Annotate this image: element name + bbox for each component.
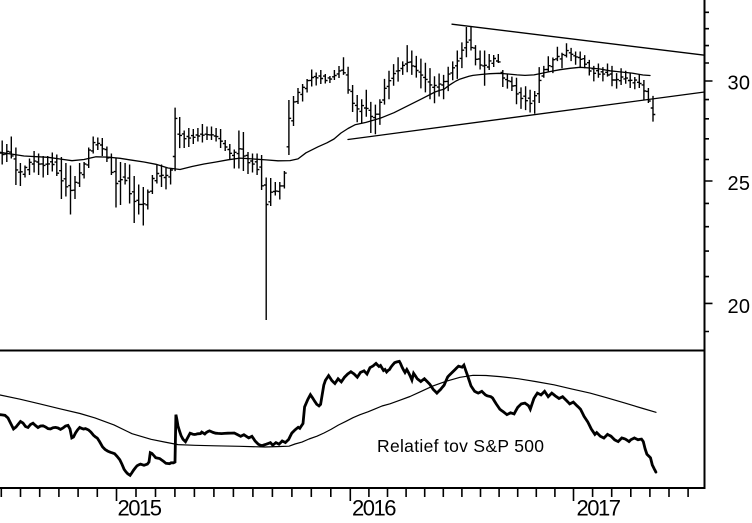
- svg-text:25: 25: [728, 173, 751, 195]
- svg-text:Relatief tov S&P 500: Relatief tov S&P 500: [377, 436, 544, 456]
- svg-text:30: 30: [728, 73, 751, 95]
- svg-text:2017: 2017: [577, 496, 622, 519]
- svg-text:2015: 2015: [118, 496, 163, 519]
- svg-text:20: 20: [728, 296, 751, 318]
- svg-text:2016: 2016: [352, 496, 397, 519]
